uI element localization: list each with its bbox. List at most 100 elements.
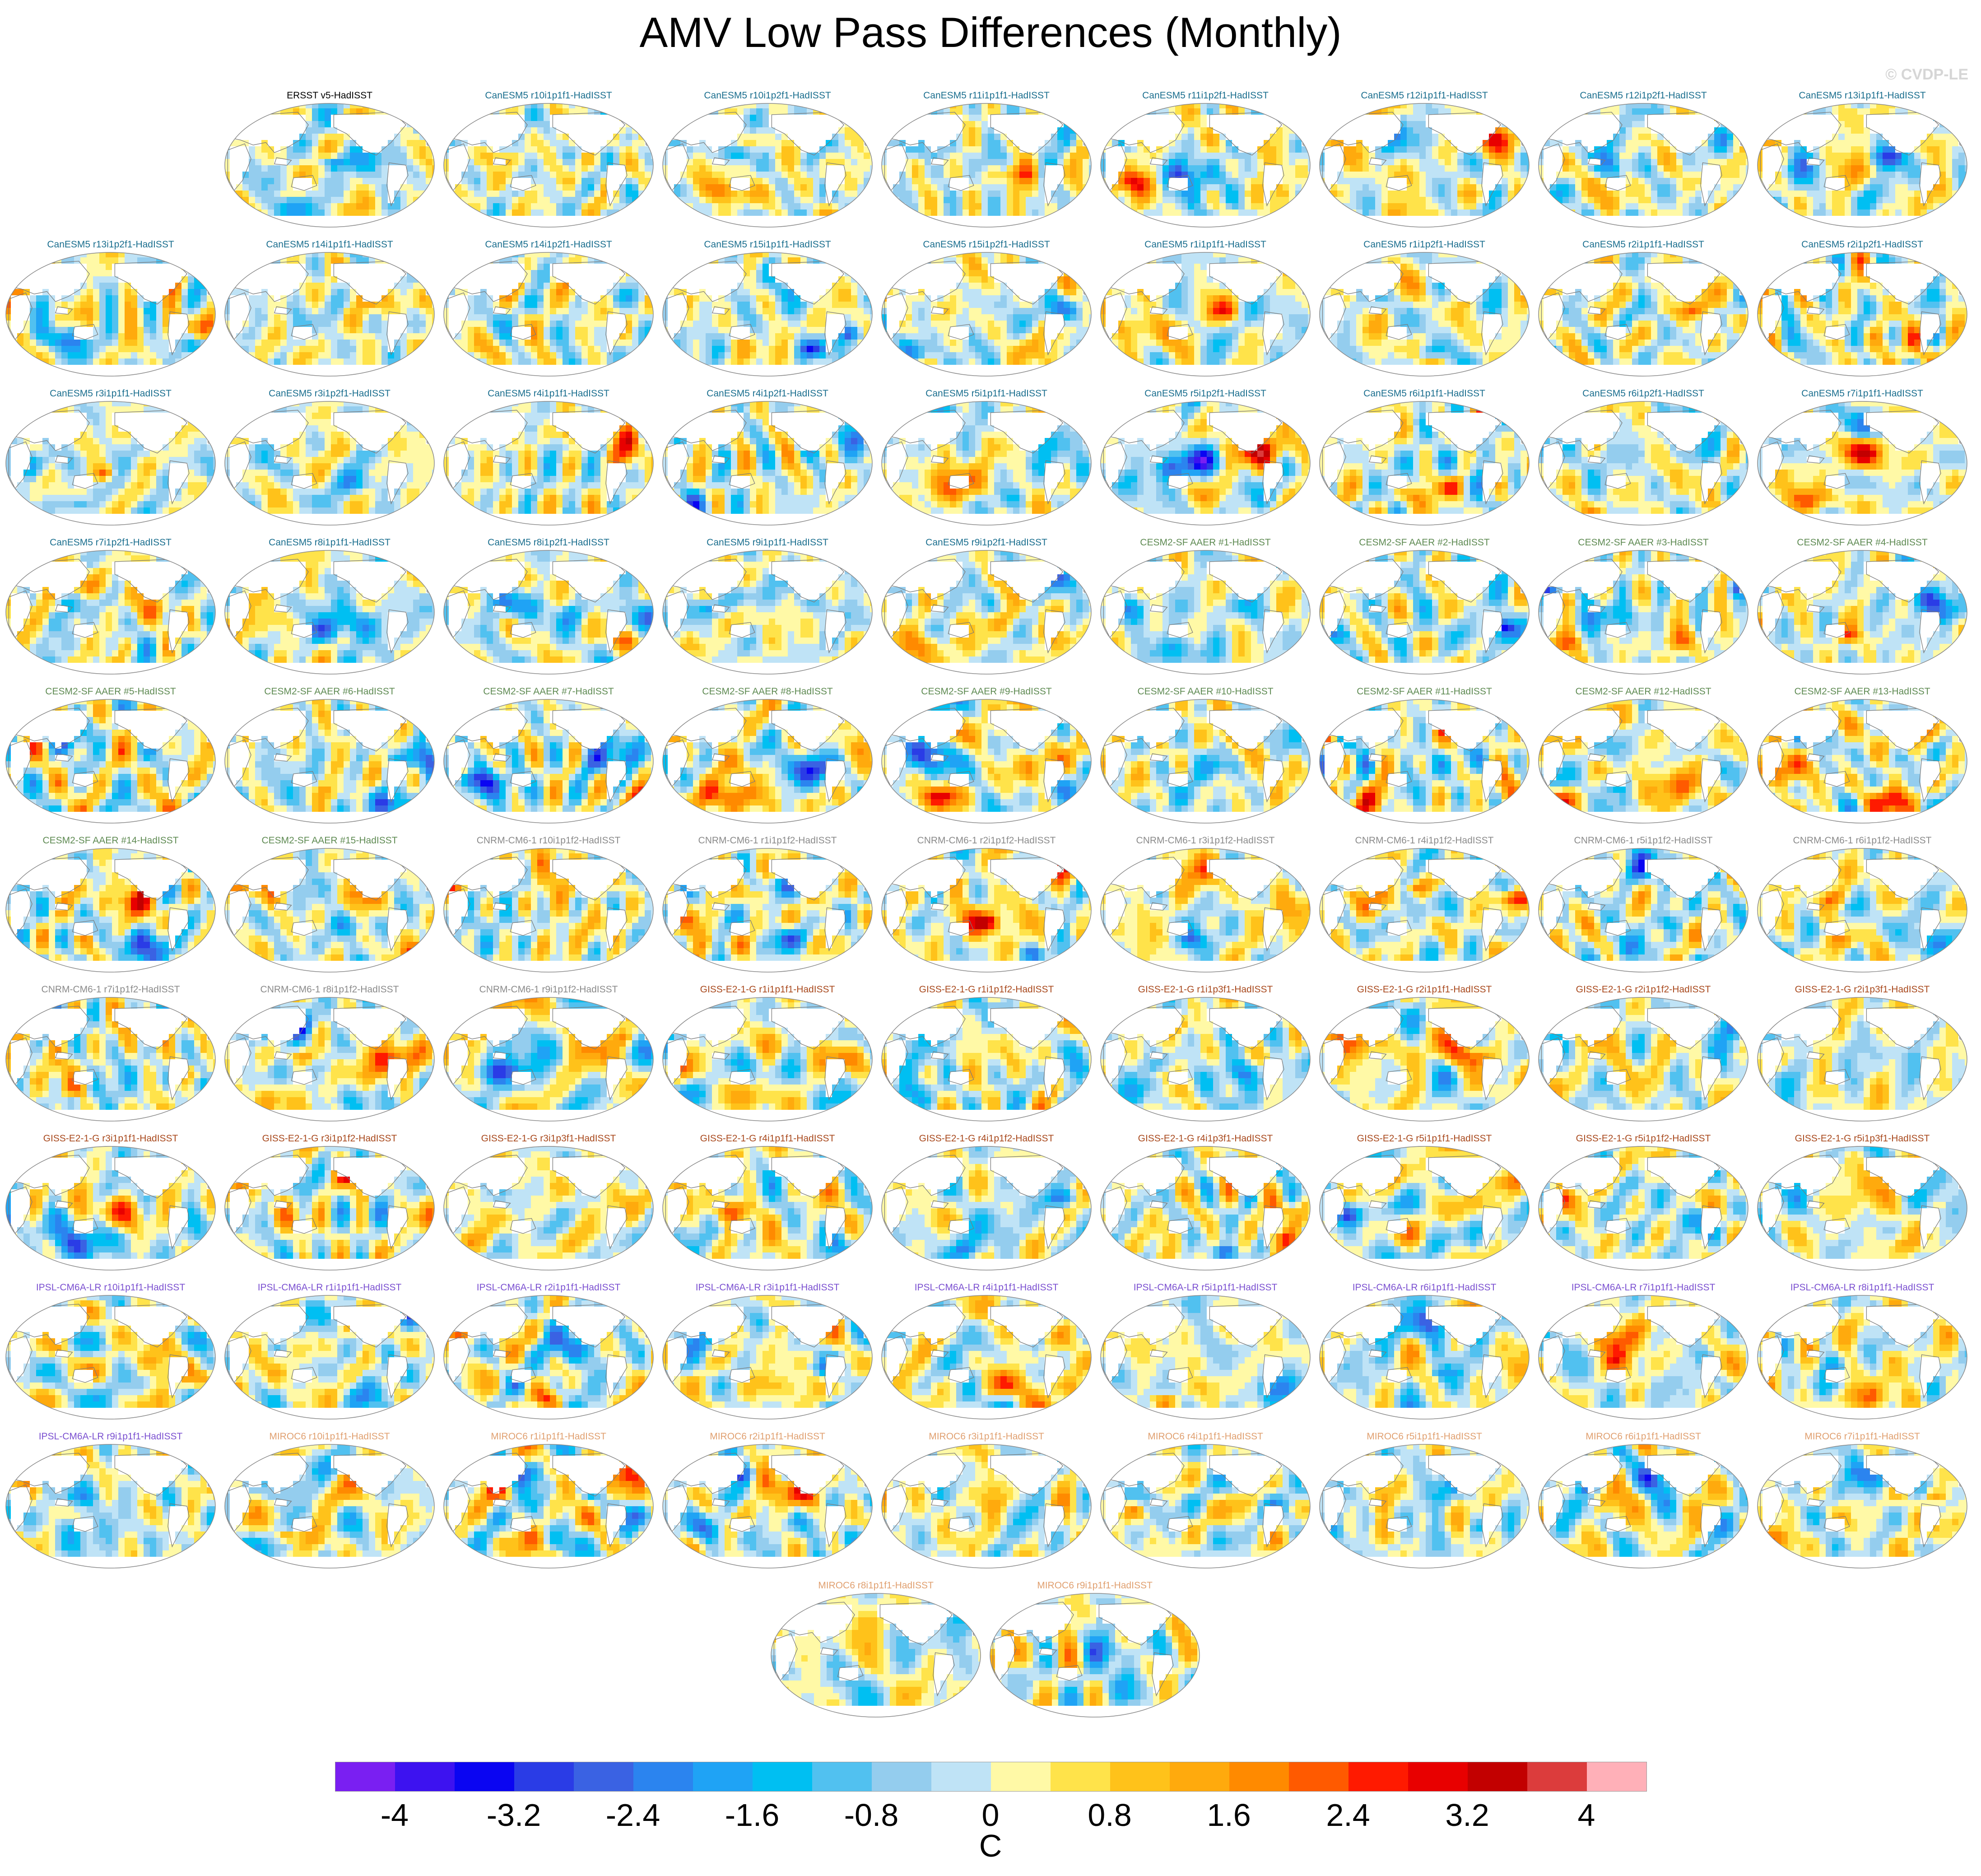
map-panel: CESM2-SF AAER #8-HadISST (661, 686, 874, 835)
map-panel: GISS-E2-1-G r1i1p3f1-HadISST (1099, 984, 1311, 1133)
panel-title: CESM2-SF AAER #12-HadISST (1528, 686, 1758, 697)
sst-difference-map (5, 847, 217, 973)
map-panel: CNRM-CM6-1 r8i1p1f2-HadISST (223, 984, 436, 1133)
colorbar-swatch (1289, 1762, 1349, 1791)
map-panel: IPSL-CM6A-LR r5i1p1f1-HadISST (1099, 1282, 1311, 1431)
map-panel: GISS-E2-1-G r1i1p1f2-HadISST (880, 984, 1093, 1133)
map-panel: IPSL-CM6A-LR r1i1p1f1-HadISST (223, 1282, 436, 1431)
panel-title: IPSL-CM6A-LR r10i1p1f1-HadISST (0, 1282, 226, 1293)
map-panel: MIROC6 r9i1p1f1-HadISST (989, 1580, 1201, 1729)
sst-difference-map (1537, 698, 1749, 824)
sst-difference-map (5, 251, 217, 377)
panel-title: CNRM-CM6-1 r2i1p1f2-HadISST (871, 835, 1102, 846)
map-panel: MIROC6 r6i1p1f1-HadISST (1537, 1431, 1749, 1580)
panel-title: MIROC6 r3i1p1f1-HadISST (871, 1431, 1102, 1442)
panel-title: CanESM5 r14i1p1f1-HadISST (214, 239, 445, 250)
map-panel: CanESM5 r5i1p1f1-HadISST (880, 388, 1093, 537)
sst-difference-map (442, 400, 655, 526)
sst-difference-map (5, 1294, 217, 1420)
colorbar-swatch (693, 1762, 753, 1791)
colorbar-swatch (633, 1762, 693, 1791)
sst-difference-map (5, 698, 217, 824)
sst-difference-map (880, 549, 1093, 675)
sst-difference-map (1318, 549, 1530, 675)
sst-difference-map (880, 847, 1093, 973)
map-panel: CESM2-SF AAER #14-HadISST (5, 835, 217, 984)
colorbar-swatch (1229, 1762, 1289, 1791)
map-panel: MIROC6 r2i1p1f1-HadISST (661, 1431, 874, 1580)
sst-difference-map (223, 698, 436, 824)
map-panel: ERSST v5-HadISST (223, 90, 436, 239)
map-panel: CanESM5 r13i1p2f1-HadISST (5, 239, 217, 388)
sst-difference-map (223, 1294, 436, 1420)
panel-title: IPSL-CM6A-LR r8i1p1f1-HadISST (1747, 1282, 1977, 1293)
sst-difference-map (1099, 549, 1311, 675)
panel-title: IPSL-CM6A-LR r5i1p1f1-HadISST (1090, 1282, 1321, 1293)
panel-title: GISS-E2-1-G r1i1p1f2-HadISST (871, 984, 1102, 995)
map-panel: MIROC6 r7i1p1f1-HadISST (1756, 1431, 1968, 1580)
sst-difference-map (880, 102, 1093, 228)
map-panel: MIROC6 r4i1p1f1-HadISST (1099, 1431, 1311, 1580)
map-panel: CNRM-CM6-1 r4i1p1f2-HadISST (1318, 835, 1530, 984)
sst-difference-map (442, 996, 655, 1122)
panel-title: IPSL-CM6A-LR r7i1p1f1-HadISST (1528, 1282, 1758, 1293)
map-panel: CanESM5 r1i1p1f1-HadISST (1099, 239, 1311, 388)
panel-title: CanESM5 r4i1p1f1-HadISST (433, 388, 664, 399)
panel-title: CanESM5 r13i1p1f1-HadISST (1747, 90, 1977, 101)
sst-difference-map (880, 251, 1093, 377)
panel-title: CanESM5 r2i1p1f1-HadISST (1528, 239, 1758, 250)
sst-difference-map (661, 400, 874, 526)
panel-title: CNRM-CM6-1 r1i1p1f2-HadISST (652, 835, 883, 846)
panel-title: IPSL-CM6A-LR r9i1p1f1-HadISST (0, 1431, 226, 1442)
sst-difference-map (661, 847, 874, 973)
sst-difference-map (661, 1145, 874, 1271)
colorbar-tick-label: -3.2 (464, 1797, 563, 1833)
sst-difference-map (5, 1443, 217, 1569)
colorbar-swatch (455, 1762, 514, 1791)
map-panel: CanESM5 r9i1p1f1-HadISST (661, 537, 874, 686)
sst-difference-map (661, 1294, 874, 1420)
map-panel: IPSL-CM6A-LR r4i1p1f1-HadISST (880, 1282, 1093, 1431)
sst-difference-map (1756, 400, 1968, 526)
panel-title: CESM2-SF AAER #8-HadISST (652, 686, 883, 697)
map-panel: CESM2-SF AAER #5-HadISST (5, 686, 217, 835)
map-panel: GISS-E2-1-G r4i1p1f2-HadISST (880, 1133, 1093, 1282)
map-panel: CESM2-SF AAER #7-HadISST (442, 686, 655, 835)
panel-title: CESM2-SF AAER #4-HadISST (1747, 537, 1977, 548)
colorbar-swatch (574, 1762, 633, 1791)
panel-title: CESM2-SF AAER #9-HadISST (871, 686, 1102, 697)
sst-difference-map (880, 1145, 1093, 1271)
map-panel: MIROC6 r5i1p1f1-HadISST (1318, 1431, 1530, 1580)
map-panel: CanESM5 r6i1p2f1-HadISST (1537, 388, 1749, 537)
panel-title: CanESM5 r9i1p2f1-HadISST (871, 537, 1102, 548)
panel-title: CanESM5 r6i1p1f1-HadISST (1309, 388, 1539, 399)
map-panel: CanESM5 r4i1p2f1-HadISST (661, 388, 874, 537)
panel-title: CanESM5 r12i1p1f1-HadISST (1309, 90, 1539, 101)
map-panel: CESM2-SF AAER #3-HadISST (1537, 537, 1749, 686)
sst-difference-map (5, 400, 217, 526)
panel-title: CanESM5 r8i1p1f1-HadISST (214, 537, 445, 548)
sst-difference-map (661, 251, 874, 377)
panel-title: CanESM5 r5i1p1f1-HadISST (871, 388, 1102, 399)
map-panel: CanESM5 r12i1p1f1-HadISST (1318, 90, 1530, 239)
map-panel: IPSL-CM6A-LR r9i1p1f1-HadISST (5, 1431, 217, 1580)
map-panel: GISS-E2-1-G r3i1p1f1-HadISST (5, 1133, 217, 1282)
panel-title: MIROC6 r8i1p1f1-HadISST (761, 1580, 991, 1591)
sst-difference-map (1756, 847, 1968, 973)
sst-difference-map (1099, 251, 1311, 377)
colorbar-swatch (1527, 1762, 1587, 1791)
panel-title: CESM2-SF AAER #11-HadISST (1309, 686, 1539, 697)
colorbar-tick-label: 2.4 (1298, 1797, 1398, 1833)
sst-difference-map (1318, 251, 1530, 377)
panel-title: CanESM5 r4i1p2f1-HadISST (652, 388, 883, 399)
map-panel: GISS-E2-1-G r1i1p1f1-HadISST (661, 984, 874, 1133)
colorbar-tick-label: 4 (1537, 1797, 1636, 1833)
map-panel: CNRM-CM6-1 r2i1p1f2-HadISST (880, 835, 1093, 984)
map-panel: CanESM5 r15i1p1f1-HadISST (661, 239, 874, 388)
map-panel: CanESM5 r15i1p2f1-HadISST (880, 239, 1093, 388)
panel-title: GISS-E2-1-G r4i1p1f2-HadISST (871, 1133, 1102, 1144)
sst-difference-map (1537, 102, 1749, 228)
map-panel: CNRM-CM6-1 r9i1p1f2-HadISST (442, 984, 655, 1133)
sst-difference-map (989, 1592, 1201, 1718)
